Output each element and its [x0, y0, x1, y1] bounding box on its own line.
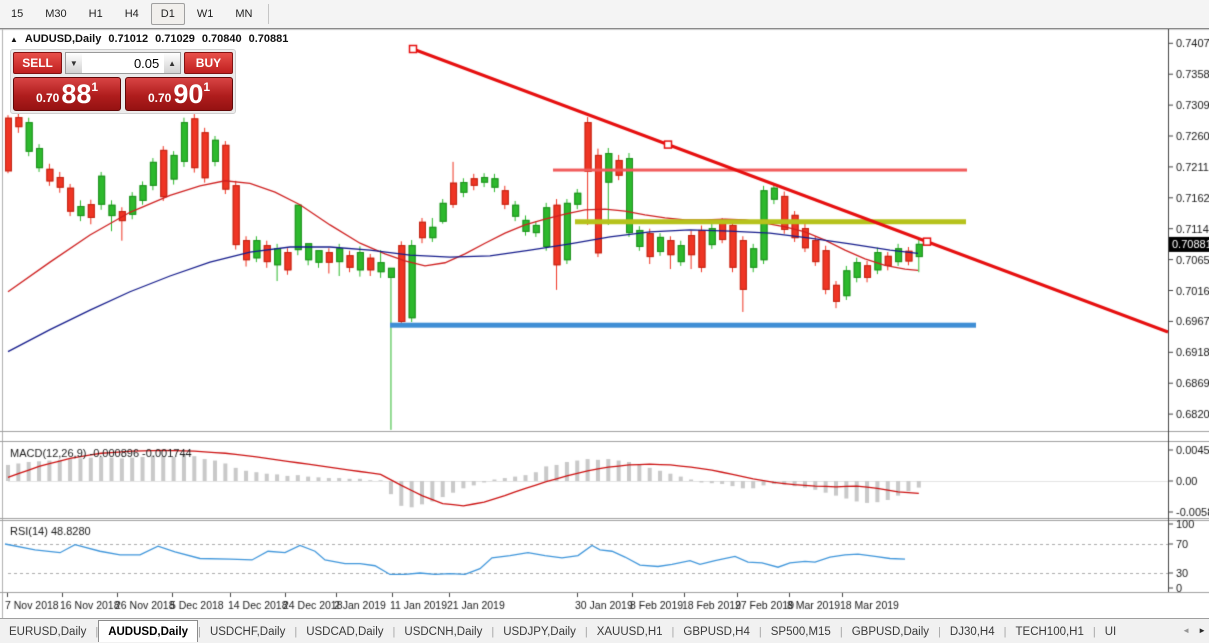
- tab-separator: |: [491, 625, 495, 638]
- tab-separator: |: [198, 625, 201, 638]
- timeframe-d1[interactable]: D1: [150, 3, 185, 25]
- tab-separator: |: [671, 625, 675, 638]
- ohlc-open: 0.71012: [108, 33, 149, 45]
- sell-button[interactable]: SELL: [13, 52, 63, 74]
- buy-price-box[interactable]: 0.70 90 1: [125, 77, 233, 111]
- tab-separator: |: [392, 625, 396, 638]
- ohlc-high: 0.71029: [155, 33, 195, 45]
- timeframe-toolbar: 15 M30 H1 H4 D1 W1 MN: [0, 0, 1209, 29]
- volume-increase-button[interactable]: ▲: [164, 52, 181, 74]
- one-click-trading-panel: SELL ▼ 0.05 ▲ BUY 0.70 88 1 0.70 90 1: [10, 49, 236, 114]
- tab-separator: |: [95, 625, 99, 638]
- ohlc-low: 0.70840: [201, 33, 242, 45]
- timeframe-h4[interactable]: H4: [124, 8, 139, 20]
- tab-audusd-daily[interactable]: AUDUSD,Daily: [98, 619, 199, 642]
- tab-separator: |: [938, 625, 941, 638]
- tab-usdcnh-daily[interactable]: USDCNH,Daily: [404, 625, 483, 638]
- tab-scroll-left-icon[interactable]: ◄: [1182, 626, 1191, 635]
- sell-price-point: 1: [91, 80, 99, 94]
- buy-price-prefix: 0.70: [147, 91, 172, 105]
- tab-eurusd-daily[interactable]: EURUSD,Daily: [9, 625, 87, 638]
- tab-ui[interactable]: UI: [1104, 625, 1117, 638]
- ohlc-close: 0.70881: [248, 33, 289, 45]
- tab-separator: |: [1092, 625, 1096, 638]
- collapse-trade-panel-icon[interactable]: ▲: [10, 34, 18, 44]
- sell-price-prefix: 0.70: [35, 91, 60, 105]
- tab-sp500-m15[interactable]: SP500,M15: [770, 625, 831, 638]
- tab-separator: |: [839, 625, 843, 638]
- tab-tech100-h1[interactable]: TECH100,H1: [1015, 625, 1084, 638]
- tab-scroll-controls: ◄ ►: [1182, 626, 1206, 635]
- buy-button[interactable]: BUY: [183, 52, 233, 74]
- toolbar-separator: [268, 4, 270, 24]
- tab-gbpusd-h4[interactable]: GBPUSD,H4: [683, 625, 750, 638]
- timeframe-mn[interactable]: MN: [235, 8, 253, 20]
- sell-price-box[interactable]: 0.70 88 1: [13, 77, 121, 111]
- tab-usdjpy-daily[interactable]: USDJPY,Daily: [503, 625, 576, 638]
- sell-price-pips: 88: [61, 79, 92, 109]
- buy-price-point: 1: [203, 80, 211, 94]
- buy-price-pips: 90: [173, 79, 204, 109]
- timeframe-15[interactable]: 15: [11, 8, 24, 20]
- tab-scroll-right-icon[interactable]: ►: [1198, 626, 1206, 635]
- volume-decrease-button[interactable]: ▼: [65, 52, 82, 74]
- tab-separator: |: [1003, 625, 1007, 638]
- tab-usdchf-daily[interactable]: USDCHF,Daily: [209, 625, 286, 638]
- tab-separator: |: [294, 625, 298, 638]
- volume-input[interactable]: 0.05: [81, 52, 165, 74]
- chart-tab-bar: EURUSD,Daily | AUDUSD,Daily | USDCHF,Daily | U…: [0, 618, 1209, 643]
- tab-separator: |: [758, 625, 762, 638]
- tab-gbpusd-daily[interactable]: GBPUSD,Daily: [851, 625, 930, 638]
- symbol-title: AUDUSD,Daily: [24, 33, 102, 45]
- timeframe-m30[interactable]: M30: [45, 8, 67, 20]
- timeframe-h1[interactable]: H1: [88, 8, 103, 20]
- chart-header: ▲ AUDUSD,Daily 0.71012 0.71029 0.70840 0…: [10, 33, 288, 45]
- tab-xauusd-h1[interactable]: XAUUSD,H1: [596, 625, 663, 638]
- tab-usdcad-daily[interactable]: USDCAD,Daily: [306, 625, 384, 638]
- tab-dj30-h4[interactable]: DJ30,H4: [949, 625, 995, 638]
- timeframe-w1[interactable]: W1: [196, 8, 214, 20]
- tab-separator: |: [584, 625, 588, 638]
